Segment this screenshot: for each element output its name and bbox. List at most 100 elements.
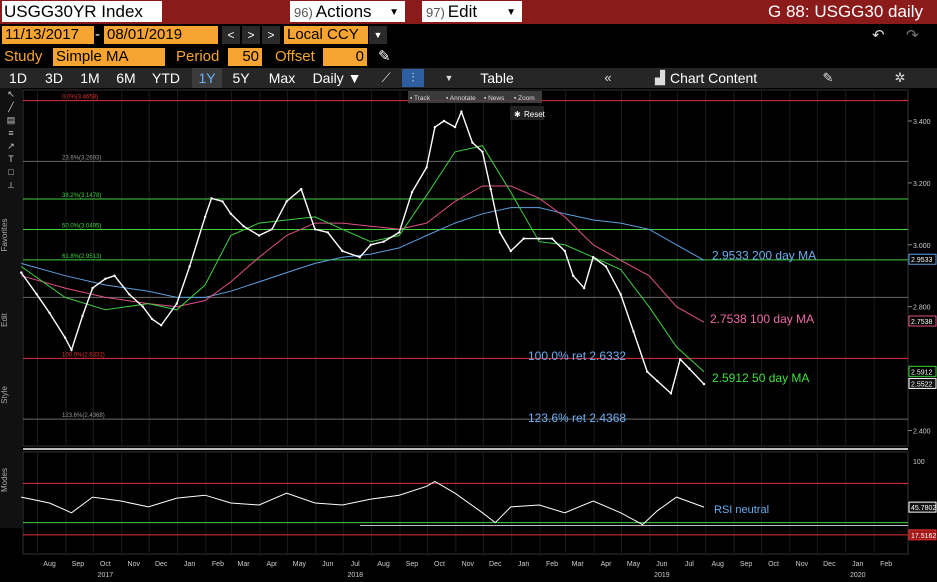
y-tick-label: 2.800 [913,305,931,312]
price-series-line[interactable] [20,109,705,395]
chart-annotation[interactable]: 2.7538 100 day MA [710,312,814,326]
chevron-right-icon[interactable]: > [262,26,280,44]
chart-annotation[interactable]: 2.5912 50 day MA [712,371,809,385]
chart-content-button[interactable]: Chart Content [670,70,758,86]
start-date-field[interactable]: 11/13/2017 [2,26,94,44]
price-point [538,237,541,240]
price-point [150,317,154,321]
range-tab-1d[interactable]: 1D [9,70,27,86]
x-year-label: 2017 [98,572,114,579]
table-button[interactable]: Table [480,70,514,86]
chevron-right-icon[interactable]: > [242,26,260,44]
x-month-label: Nov [796,561,809,568]
rsi-badge-label: 17.5162 [911,533,936,540]
price-point [91,286,94,290]
text-tool-icon[interactable]: T [8,154,14,164]
price-point [104,277,107,280]
pointer-icon[interactable]: ↖ [7,89,15,99]
x-month-label: Feb [546,561,558,568]
range-tab-ytd[interactable]: YTD [152,70,180,86]
actions-menu[interactable]: 96) Actions ▼ [290,1,405,22]
arrow-tool-icon[interactable]: ↗ [7,141,15,151]
x-month-label: Oct [768,561,779,568]
offset-field[interactable]: 0 [323,48,367,66]
line-tool-icon[interactable]: ╱ [8,102,14,112]
price-point [81,314,84,318]
fib-tool-icon[interactable]: ≡ [8,128,14,138]
price-point [326,231,329,234]
gear-icon[interactable]: ✲ [894,70,906,85]
shape-tool-icon[interactable]: □ [8,167,14,177]
bar-chart-icon[interactable]: ⫶ [402,69,424,87]
value-badge [908,377,937,389]
mini-button-news[interactable]: ▪ News [484,95,505,102]
mini-button-annotate[interactable]: ▪ Annotate [446,95,476,102]
price-point [619,293,622,296]
edit-shortcut: 97) [426,5,445,20]
mini-button-zoom[interactable]: ▪ Zoom [514,95,535,102]
price-panel [22,89,909,447]
measure-tool-icon[interactable]: ⟂ [7,180,14,190]
caret-down-icon[interactable]: ▼ [369,26,387,44]
edit-chart-icon[interactable]: ✎ [822,70,834,85]
range-tab-1m[interactable]: 1M [80,70,100,86]
price-point [656,379,659,383]
undo-icon[interactable]: ↶ [872,27,885,44]
reset-label: Reset [524,110,546,119]
chart-annotation[interactable]: 100.0% ret 2.6332 [528,349,626,363]
frequency-select[interactable]: Daily ▼ [312,70,362,86]
window-title: G 88: USGG30 daily [768,2,923,21]
channel-tool-icon[interactable]: ▤ [6,115,16,125]
end-date-field[interactable]: 08/01/2019 [104,26,218,44]
x-month-label: Oct [434,561,445,568]
price-point [285,200,288,203]
chart-annotation[interactable]: 2.9533 200 day MA [712,249,816,263]
chevron-left-icon[interactable]: < [222,26,240,44]
ticker-field[interactable]: USGG30YR Index [2,1,162,22]
price-point [509,249,512,253]
ma50-series-line[interactable] [20,145,705,373]
reset-button[interactable] [510,106,544,120]
collapse-icon[interactable]: « [604,70,612,85]
rsi-series-line[interactable] [21,480,705,526]
price-point [425,166,428,169]
study-select[interactable]: Simple MA [53,48,165,66]
range-tab-max[interactable]: Max [268,70,296,86]
y-tick-label: 3.200 [913,181,931,188]
price-point [382,240,385,243]
price-point [48,311,51,315]
fib-level-label: 0.0%(3.4658) [62,95,98,101]
edit-menu[interactable]: 97) Edit ▼ [422,1,522,22]
period-field[interactable]: 50 [228,48,262,66]
caret-down-icon[interactable]: ▼ [444,73,454,83]
chart-mini-toolbar [408,91,542,103]
line-chart-icon[interactable]: ⟋ [381,70,391,85]
pencil-icon[interactable]: ✎ [378,48,391,65]
actions-label: Actions [315,2,372,21]
x-month-label: Nov [128,561,141,568]
mini-button-track[interactable]: ▪ Track [410,95,431,102]
x-month-label: Nov [462,561,475,568]
x-month-label: Apr [267,561,279,568]
x-month-label: Oct [100,561,111,568]
range-tab-6m[interactable]: 6M [116,70,136,86]
currency-select[interactable]: Local CCY [284,26,368,44]
ma100-series-line[interactable] [21,185,705,323]
value-badge-label: 2.7538 [911,319,933,326]
actions-shortcut: 96) [294,5,313,20]
price-point [300,187,303,191]
x-month-label: Aug [711,561,724,568]
price-point [563,249,566,253]
reset-icon: ✱ [514,110,521,119]
price-point [20,271,23,274]
chart-annotation[interactable]: 123.6% ret 2.4368 [528,411,626,425]
range-tab-3d[interactable]: 3D [45,70,63,86]
range-tab-5y[interactable]: 5Y [232,70,250,86]
redo-icon[interactable]: ↷ [906,27,919,44]
price-point [632,330,635,333]
date-separator: - [95,26,100,43]
sidebar-label-favorites: Favorites [0,219,9,252]
range-tab-1y[interactable]: 1Y [192,68,222,88]
ma200-series-line[interactable] [21,207,705,298]
